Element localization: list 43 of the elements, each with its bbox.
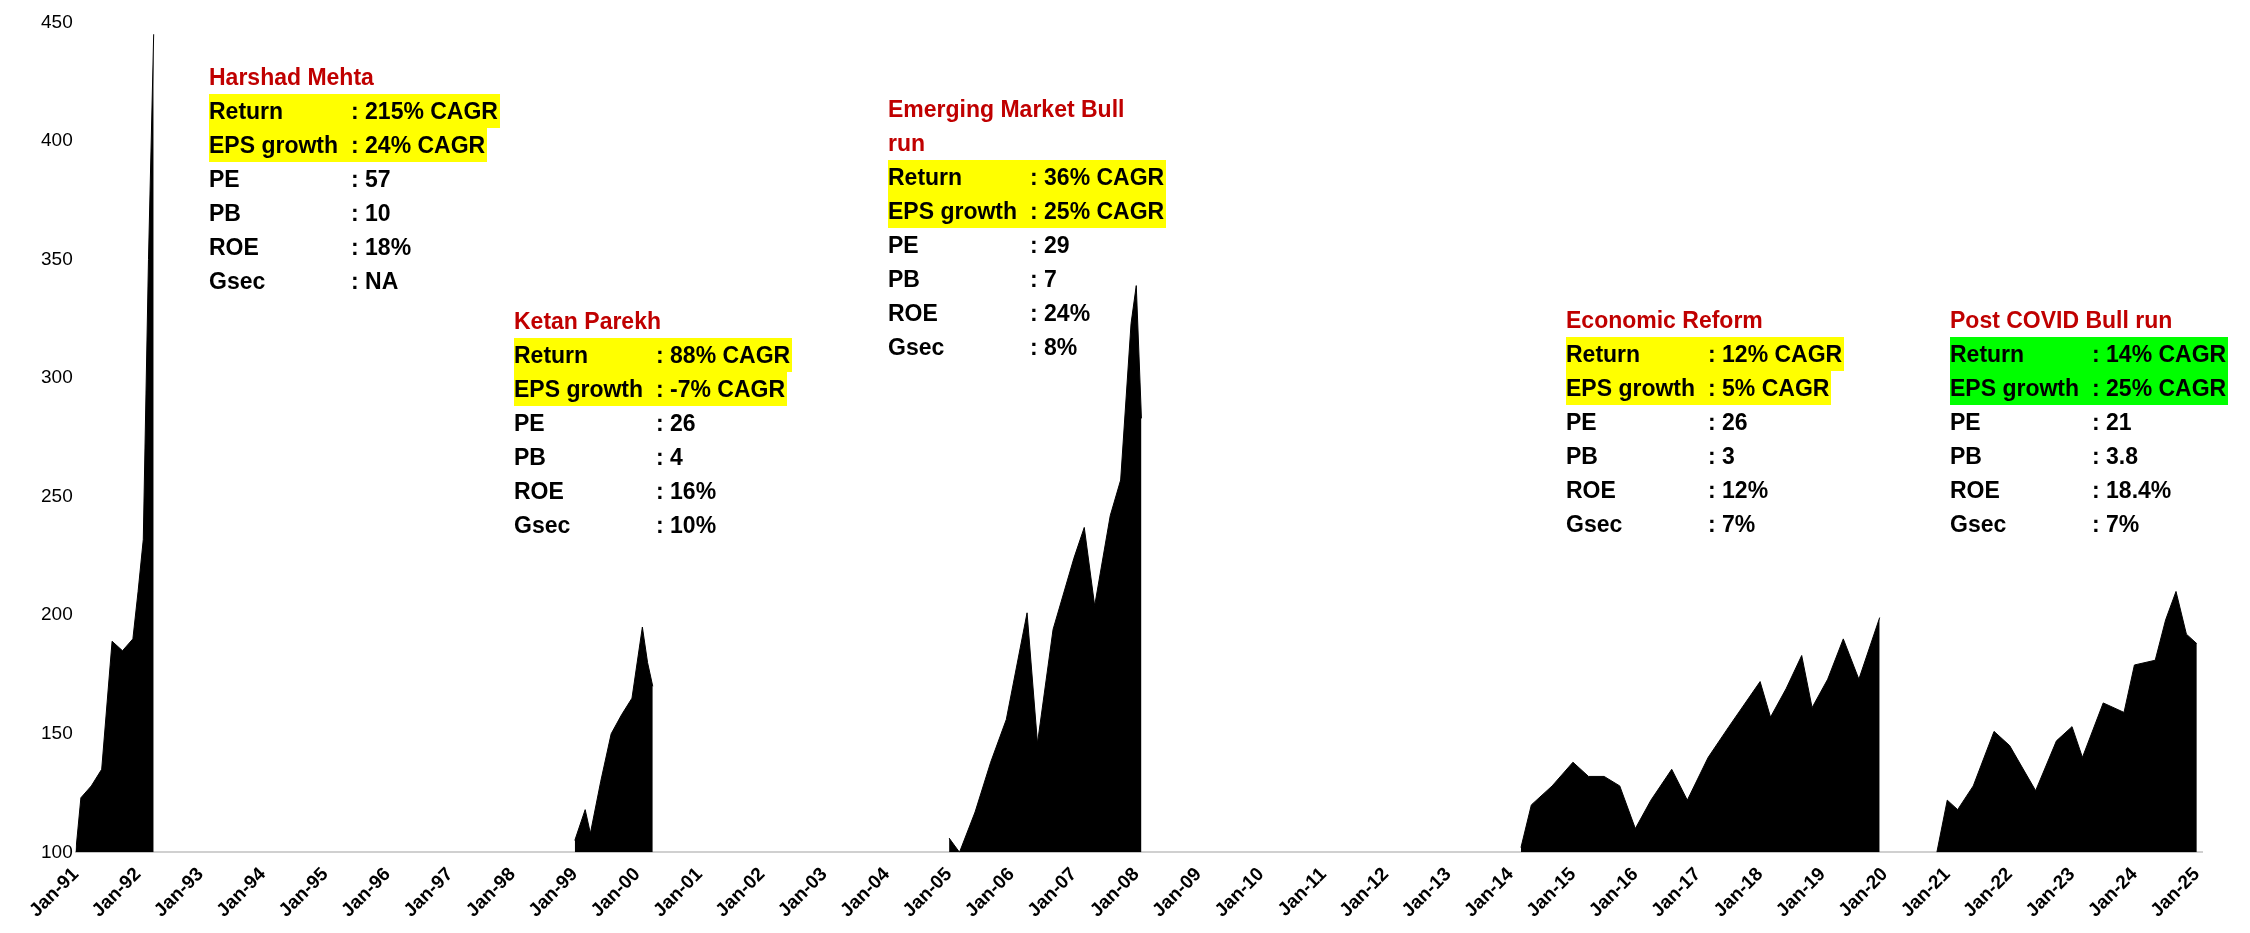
y-tick-label: 400 <box>41 129 73 151</box>
text: Return : 14% CAGR <box>1950 341 2227 367</box>
text: PE : 26 <box>514 410 696 436</box>
text: ROE : 18.4% <box>1950 477 2172 503</box>
text: Return : 88% CAGR <box>514 342 791 368</box>
text: Gsec : NA <box>209 268 399 294</box>
text: PB : 7 <box>888 266 1057 292</box>
annotation: Harshad Mehta <box>209 63 375 92</box>
annotation: Post COVID Bull run <box>1950 306 2174 335</box>
text: Return : 215% CAGR <box>209 98 498 124</box>
text: Gsec : 10% <box>514 512 717 538</box>
text: ROE : 24% <box>888 300 1091 326</box>
annotation: Economic Reform <box>1566 306 1764 335</box>
text: Gsec : 8% <box>888 334 1078 360</box>
y-tick-label: 200 <box>41 603 73 625</box>
text: PB : 3.8 <box>1950 443 2139 469</box>
text: Gsec : 7% <box>1950 511 2140 537</box>
text: ROE : 16% <box>514 478 717 504</box>
y-tick-label: 150 <box>41 721 73 743</box>
annotation: EPS growth : -7% CAGR <box>514 372 788 406</box>
text: Return : 36% CAGR <box>888 164 1165 190</box>
annotation: EPS growth : 24% CAGR <box>209 128 488 162</box>
text: PE : 21 <box>1950 409 2132 435</box>
annotation: Ketan Parekh <box>514 307 662 336</box>
text: Gsec : 7% <box>1566 511 1756 537</box>
text: ROE : 12% <box>1566 477 1769 503</box>
y-tick-label: 350 <box>41 247 73 269</box>
text: PE : 26 <box>1566 409 1748 435</box>
text: PE : 57 <box>209 166 391 192</box>
annotation: EPS growth : 25% CAGR <box>1950 371 2229 405</box>
annotation: Emerging Market Bull run <box>888 95 1126 158</box>
y-tick-label: 250 <box>41 484 73 506</box>
text: PB : 4 <box>514 444 683 470</box>
text: PE : 29 <box>888 232 1070 258</box>
text: ROE : 18% <box>209 234 412 260</box>
text: PB : 10 <box>209 200 391 226</box>
text: Return : 12% CAGR <box>1566 341 1843 367</box>
annotation: EPS growth : 5% CAGR <box>1566 371 1832 405</box>
y-tick-label: 450 <box>41 10 73 32</box>
y-tick-label: 300 <box>41 366 73 388</box>
y-tick-label: 100 <box>41 840 73 862</box>
annotation: EPS growth : 25% CAGR <box>888 194 1167 228</box>
text: PB : 3 <box>1566 443 1735 469</box>
